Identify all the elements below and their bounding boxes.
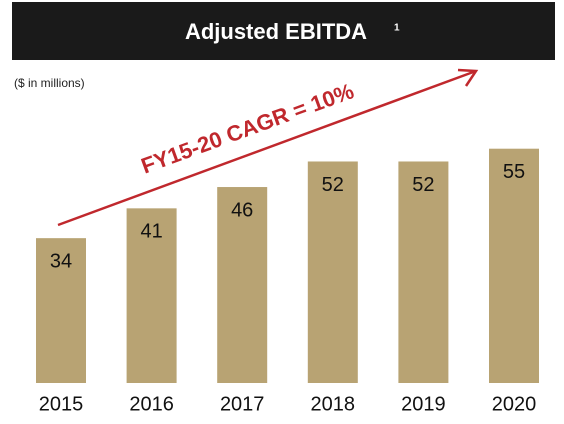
chart-title: Adjusted EBITDA: [185, 19, 367, 44]
x-tick-label: 2015: [39, 393, 84, 415]
trend-line: [57, 69, 477, 227]
title-bar: [12, 2, 555, 60]
bar: [126, 208, 177, 383]
value-label: 46: [231, 199, 253, 221]
value-label: 52: [322, 174, 344, 196]
title-superscript: 1: [394, 23, 400, 34]
x-tick-label: 2019: [401, 393, 446, 415]
value-label: 52: [412, 174, 434, 196]
bar: [36, 238, 86, 383]
bar: [217, 187, 268, 383]
bar: [398, 161, 449, 383]
chart-subtitle: ($ in millions): [14, 76, 85, 90]
x-tick-label: 2017: [220, 393, 265, 415]
value-label: 55: [503, 161, 525, 183]
x-tick-label: 2018: [311, 393, 356, 415]
value-label: 34: [50, 250, 72, 272]
value-label: 41: [140, 221, 162, 243]
x-tick-label: 2020: [492, 393, 537, 415]
bar: [489, 148, 539, 383]
arrow-head: [457, 68, 479, 87]
trend-arrow: [57, 68, 479, 227]
bar: [307, 161, 358, 383]
x-tick-label: 2016: [129, 393, 174, 415]
